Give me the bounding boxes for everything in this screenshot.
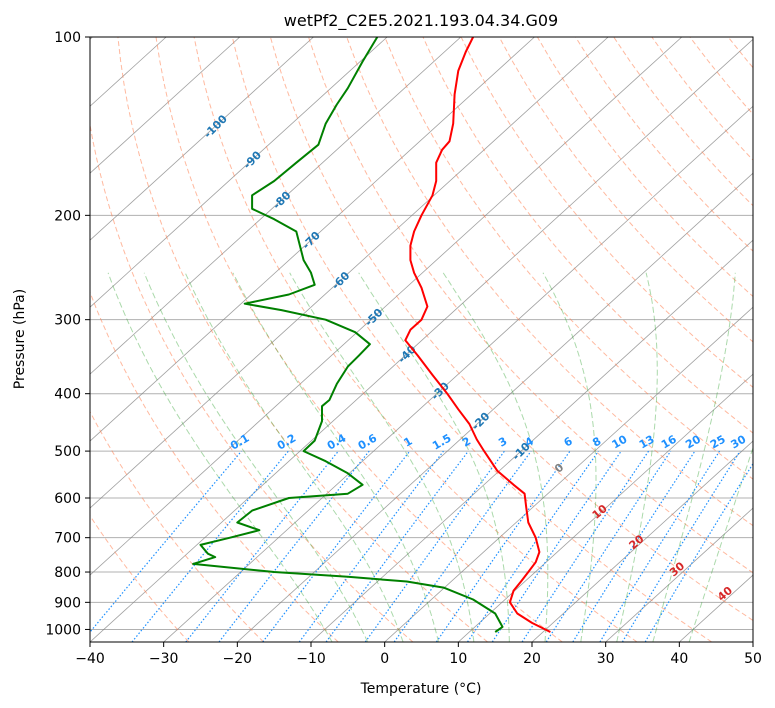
isotherm-line xyxy=(90,37,314,241)
moist-adiabat xyxy=(232,272,439,642)
dry-adiabat xyxy=(193,37,638,642)
y-tick-label: 500 xyxy=(54,444,81,460)
moist-adiabat xyxy=(616,272,658,642)
background-lines xyxy=(90,37,775,642)
x-tick-label: 30 xyxy=(597,651,615,667)
isotherm-line xyxy=(605,507,753,642)
mixing-ratio-line xyxy=(90,450,242,634)
x-tick-label: 20 xyxy=(523,651,541,667)
dry-adiabat xyxy=(346,37,753,527)
x-axis-label: Temperature (°C) xyxy=(360,681,482,697)
x-tick-label: 40 xyxy=(670,651,688,667)
moist-adiabat xyxy=(442,272,549,642)
mixing-ratio-line xyxy=(325,450,469,642)
moist-adiabat xyxy=(289,272,475,642)
chart-title: wetPf2_C2E5.2021.193.04.34.G09 xyxy=(284,11,558,31)
isotherm-line xyxy=(90,37,388,308)
mixing-ratio-line xyxy=(545,450,672,642)
dry-adiabat xyxy=(269,37,753,622)
mixing-ratio-line xyxy=(435,450,571,642)
isotherm-line xyxy=(237,172,753,642)
mixing-ratio-line xyxy=(521,450,650,642)
y-tick-label: 400 xyxy=(54,387,81,403)
moist-adiabat xyxy=(143,272,369,642)
mixing-ratio-line xyxy=(599,450,721,642)
dry-adiabat xyxy=(90,122,414,642)
isotherm-line xyxy=(384,306,753,642)
y-tick-label: 100 xyxy=(54,30,81,46)
y-tick-label: 900 xyxy=(54,595,81,611)
dry-adiabat xyxy=(90,410,264,642)
temperature-profile xyxy=(404,37,551,633)
mixing-ratio-line xyxy=(621,450,741,642)
y-axis-label: Pressure (hPa) xyxy=(12,289,28,389)
y-tick-label: 1000 xyxy=(45,622,81,638)
x-tick-label: 10 xyxy=(449,651,467,667)
mixing-ratio-line xyxy=(393,450,532,642)
x-tick-label: 50 xyxy=(744,651,762,667)
x-tick-label: −40 xyxy=(75,651,105,667)
mixing-ratio-line xyxy=(491,450,622,642)
dewpoint-profile xyxy=(192,37,504,633)
isotherm-line xyxy=(752,641,753,642)
y-axis: 100 200 300 400 500 600 700 800 900 1000 xyxy=(45,30,90,638)
y-tick-label: 700 xyxy=(54,531,81,547)
moist-adiabat xyxy=(652,272,736,642)
dry-adiabat xyxy=(422,37,753,434)
x-tick-label: −20 xyxy=(223,651,253,667)
y-tick-label: 600 xyxy=(54,491,81,507)
mixing-ratio-line xyxy=(218,450,370,642)
x-tick-label: −30 xyxy=(149,651,179,667)
moist-adiabat xyxy=(184,272,404,642)
isotherm-line xyxy=(458,373,753,642)
mixing-ratio-line xyxy=(467,450,599,642)
dry-adiabat xyxy=(117,37,488,642)
dry-adiabat xyxy=(308,37,753,574)
x-tick-label: 0 xyxy=(380,651,389,667)
isotherm-line xyxy=(90,37,535,442)
mixing-ratio-line xyxy=(644,462,753,642)
isotherm-line xyxy=(90,37,609,509)
y-tick-label: 800 xyxy=(54,565,81,581)
y-tick-label: 200 xyxy=(54,208,81,224)
mixing-ratio-line xyxy=(298,450,444,642)
x-axis: −40 −30 −20 −10 0 10 20 30 40 50 xyxy=(75,642,762,667)
y-tick-label: 300 xyxy=(54,313,81,329)
dry-adiabat xyxy=(766,37,775,642)
plot-frame xyxy=(89,36,754,643)
mixing-ratio-line xyxy=(364,450,505,642)
isotherm-line xyxy=(531,440,753,642)
mixing-ratio-line xyxy=(572,450,696,642)
x-tick-label: −10 xyxy=(296,651,326,667)
isotherm-line xyxy=(90,37,462,375)
dry-adiabat xyxy=(231,37,712,642)
mixing-ratio-line xyxy=(262,450,411,642)
isotherm-line xyxy=(90,37,683,576)
moist-adiabat xyxy=(107,272,333,642)
dry-adiabat xyxy=(498,37,753,343)
profile-lines xyxy=(192,37,551,633)
dry-adiabat xyxy=(155,37,563,642)
moist-adiabat xyxy=(688,446,753,642)
isotherm-line xyxy=(90,37,241,174)
dry-adiabat xyxy=(536,37,753,298)
isotherm-line xyxy=(90,38,753,642)
isotherm-line xyxy=(163,105,753,642)
moist-adiabat xyxy=(358,272,510,642)
